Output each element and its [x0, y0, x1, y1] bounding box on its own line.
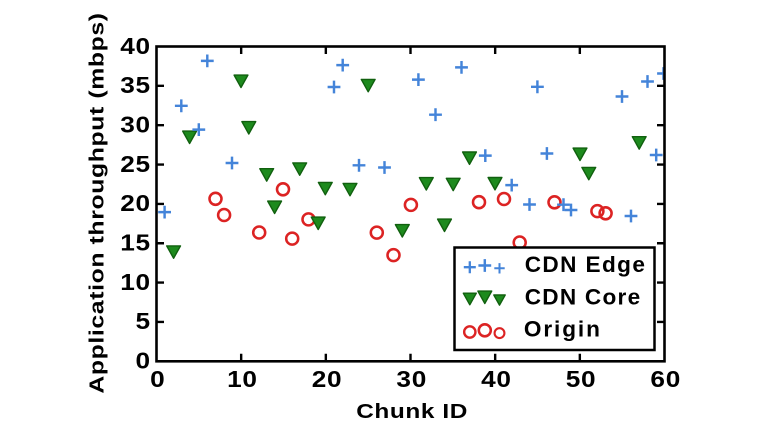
svg-text:Origin: Origin — [524, 316, 602, 341]
svg-text:10: 10 — [227, 367, 258, 392]
svg-text:5: 5 — [136, 310, 151, 335]
svg-text:0: 0 — [136, 349, 151, 374]
svg-text:CDN Edge: CDN Edge — [525, 252, 647, 277]
svg-text:20: 20 — [120, 192, 151, 217]
svg-text:20: 20 — [312, 367, 343, 392]
svg-text:Application throughput (mbps): Application throughput (mbps) — [85, 12, 108, 393]
svg-text:CDN Core: CDN Core — [525, 285, 642, 310]
svg-text:Chunk ID: Chunk ID — [356, 400, 468, 423]
svg-text:30: 30 — [120, 113, 151, 138]
svg-text:50: 50 — [566, 367, 597, 392]
svg-text:40: 40 — [481, 367, 512, 392]
svg-text:35: 35 — [120, 74, 151, 99]
svg-text:25: 25 — [120, 152, 151, 177]
svg-text:40: 40 — [120, 34, 151, 59]
svg-text:15: 15 — [120, 231, 151, 256]
svg-text:30: 30 — [396, 367, 427, 392]
svg-text:60: 60 — [650, 367, 681, 392]
svg-text:0: 0 — [150, 367, 165, 392]
svg-text:10: 10 — [120, 270, 151, 295]
